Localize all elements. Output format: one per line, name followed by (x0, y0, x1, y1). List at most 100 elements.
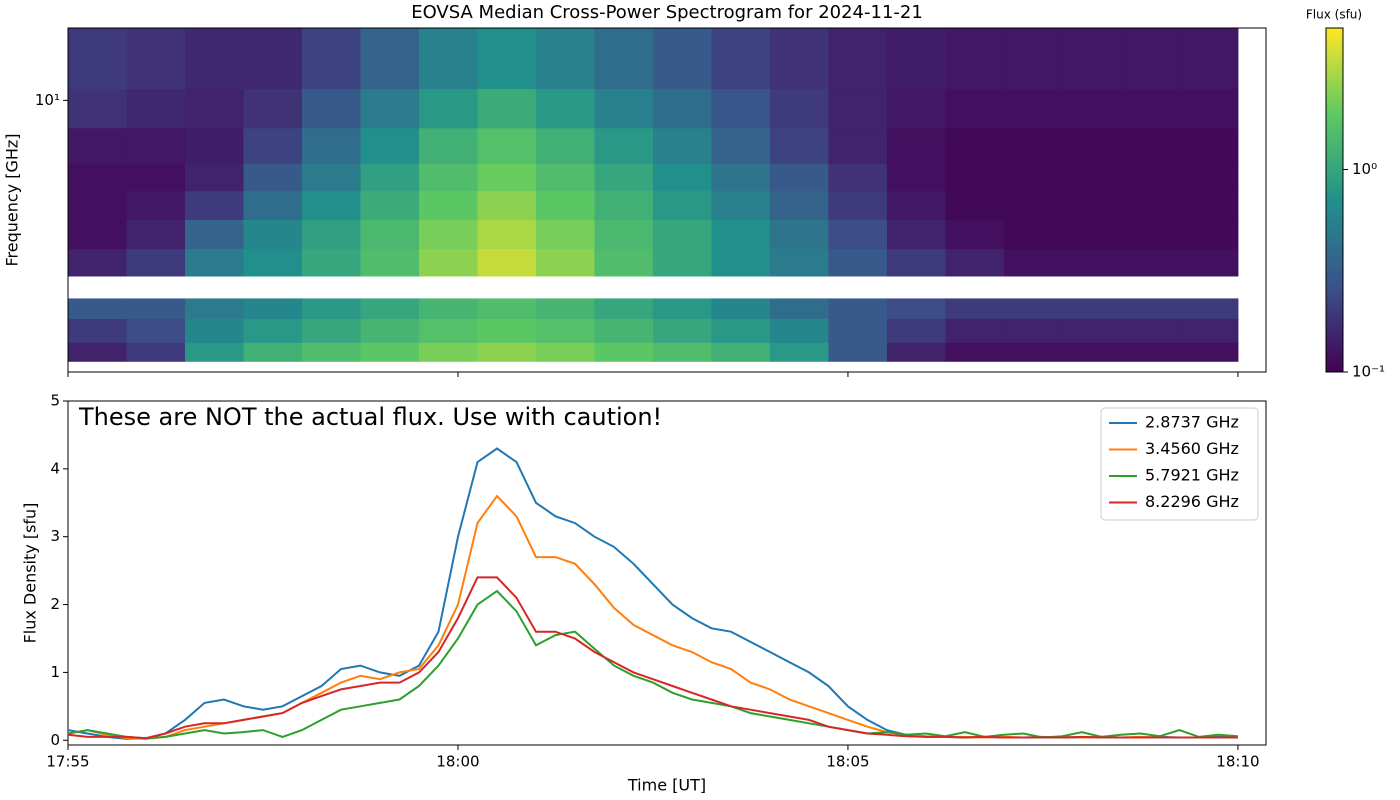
heatmap-cell (126, 248, 186, 277)
heatmap-cell (1062, 342, 1122, 362)
y-axis-label: Frequency [GHz] (3, 133, 22, 266)
heatmap-cell (418, 28, 478, 90)
heatmap-cell (126, 88, 186, 129)
heatmap-cell (184, 88, 244, 129)
heatmap-cell (184, 127, 244, 164)
legend-box (1100, 407, 1259, 521)
heatmap-cell (243, 163, 303, 192)
heatmap-cell (126, 298, 186, 319)
heatmap-cell (594, 298, 654, 319)
heatmap-cell (828, 298, 888, 319)
heatmap-cell (945, 219, 1005, 250)
heatmap-cell (418, 342, 478, 362)
heatmap-cell (828, 342, 888, 362)
heatmap-cell (886, 248, 946, 277)
heatmap-cell (360, 298, 420, 319)
heatmap-cell (711, 28, 771, 90)
heatmap-cell (594, 127, 654, 164)
heatmap-cell (769, 219, 829, 250)
heatmap-cell (418, 88, 478, 129)
heatmap-cell (1003, 28, 1063, 90)
heatmap-cell (243, 190, 303, 220)
heatmap-cell (243, 127, 303, 164)
heatmap-cell (1120, 342, 1180, 362)
heatmap-cell (360, 163, 420, 192)
heatmap-cell (945, 163, 1005, 192)
heatmap-cell (126, 342, 186, 362)
heatmap-cell (243, 88, 303, 129)
heatmap-cell (1120, 28, 1180, 90)
heatmap-cell (243, 318, 303, 343)
heatmap-cell (1062, 28, 1122, 90)
heatmap-cell (1120, 163, 1180, 192)
heatmap-cell (184, 28, 244, 90)
heatmap-cell (1062, 298, 1122, 319)
heatmap-cell (1179, 127, 1239, 164)
heatmap-cell (769, 163, 829, 192)
heatmap-cell (535, 318, 595, 343)
heatmap-cell (68, 248, 127, 277)
heatmap-cell (477, 219, 537, 250)
x-tick-label: 18:05 (826, 753, 869, 771)
y-tick-label: 2 (50, 595, 60, 613)
heatmap-cell (769, 342, 829, 362)
heatmap-cell (594, 318, 654, 343)
heatmap-cell (418, 298, 478, 319)
heatmap-cell (360, 127, 420, 164)
heatmap-cell (1179, 28, 1239, 90)
heatmap-cell (1062, 318, 1122, 343)
heatmap-cell (1120, 248, 1180, 277)
heatmap-cell (477, 248, 537, 277)
chart-title: EOVSA Median Cross-Power Spectrogram for… (411, 2, 923, 23)
annotation: These are NOT the actual flux. Use with … (78, 403, 662, 431)
heatmap-cell (1120, 190, 1180, 220)
heatmap-cell (243, 298, 303, 319)
heatmap-cell (769, 190, 829, 220)
y-tick-label: 1 (50, 663, 60, 681)
colorbar-tick-label: 10⁻¹ (1352, 363, 1385, 381)
heatmap-cell (1062, 219, 1122, 250)
legend-label: 5.7921 GHz (1145, 466, 1239, 485)
heatmap-cell (652, 190, 712, 220)
heatmap-cell (301, 190, 361, 220)
y-tick-label: 10¹ (35, 91, 60, 109)
heatmap-cell (243, 219, 303, 250)
heatmap-cell (68, 298, 127, 319)
heatmap-cell (301, 298, 361, 319)
line-series (68, 494, 1238, 740)
heatmap-cell (68, 88, 127, 129)
heatmap-cell (828, 28, 888, 90)
heatmap-cell (184, 298, 244, 319)
heatmap-cell (418, 318, 478, 343)
heatmap-cell (68, 342, 127, 362)
heatmap-cell (1120, 318, 1180, 343)
heatmap-cell (535, 190, 595, 220)
heatmap-cell (652, 163, 712, 192)
heatmap-cell (769, 28, 829, 90)
heatmap-cell (711, 342, 771, 362)
y-axis-label: Flux Density [sfu] (21, 503, 40, 644)
heatmap-cell (360, 28, 420, 90)
heatmap-cell (477, 28, 537, 90)
heatmap-cell (886, 219, 946, 250)
heatmap-cell (126, 163, 186, 192)
heatmap-cell (301, 127, 361, 164)
heatmap-cell (652, 219, 712, 250)
heatmap-cell (535, 28, 595, 90)
heatmap-cell (184, 342, 244, 362)
heatmap-cell (945, 88, 1005, 129)
heatmap-cell (652, 28, 712, 90)
heatmap-cell (1003, 163, 1063, 192)
heatmap-cell (828, 88, 888, 129)
y-tick-label: 4 (50, 459, 60, 477)
heatmap-cell (477, 163, 537, 192)
heatmap-cell (945, 127, 1005, 164)
heatmap-cell (652, 88, 712, 129)
heatmap-cell (301, 163, 361, 192)
heatmap-cell (1120, 88, 1180, 129)
heatmap-cell (68, 127, 127, 164)
heatmap-cell (769, 127, 829, 164)
heatmap-cell (535, 342, 595, 362)
heatmap-cell (243, 248, 303, 277)
heatmap-cell (886, 318, 946, 343)
